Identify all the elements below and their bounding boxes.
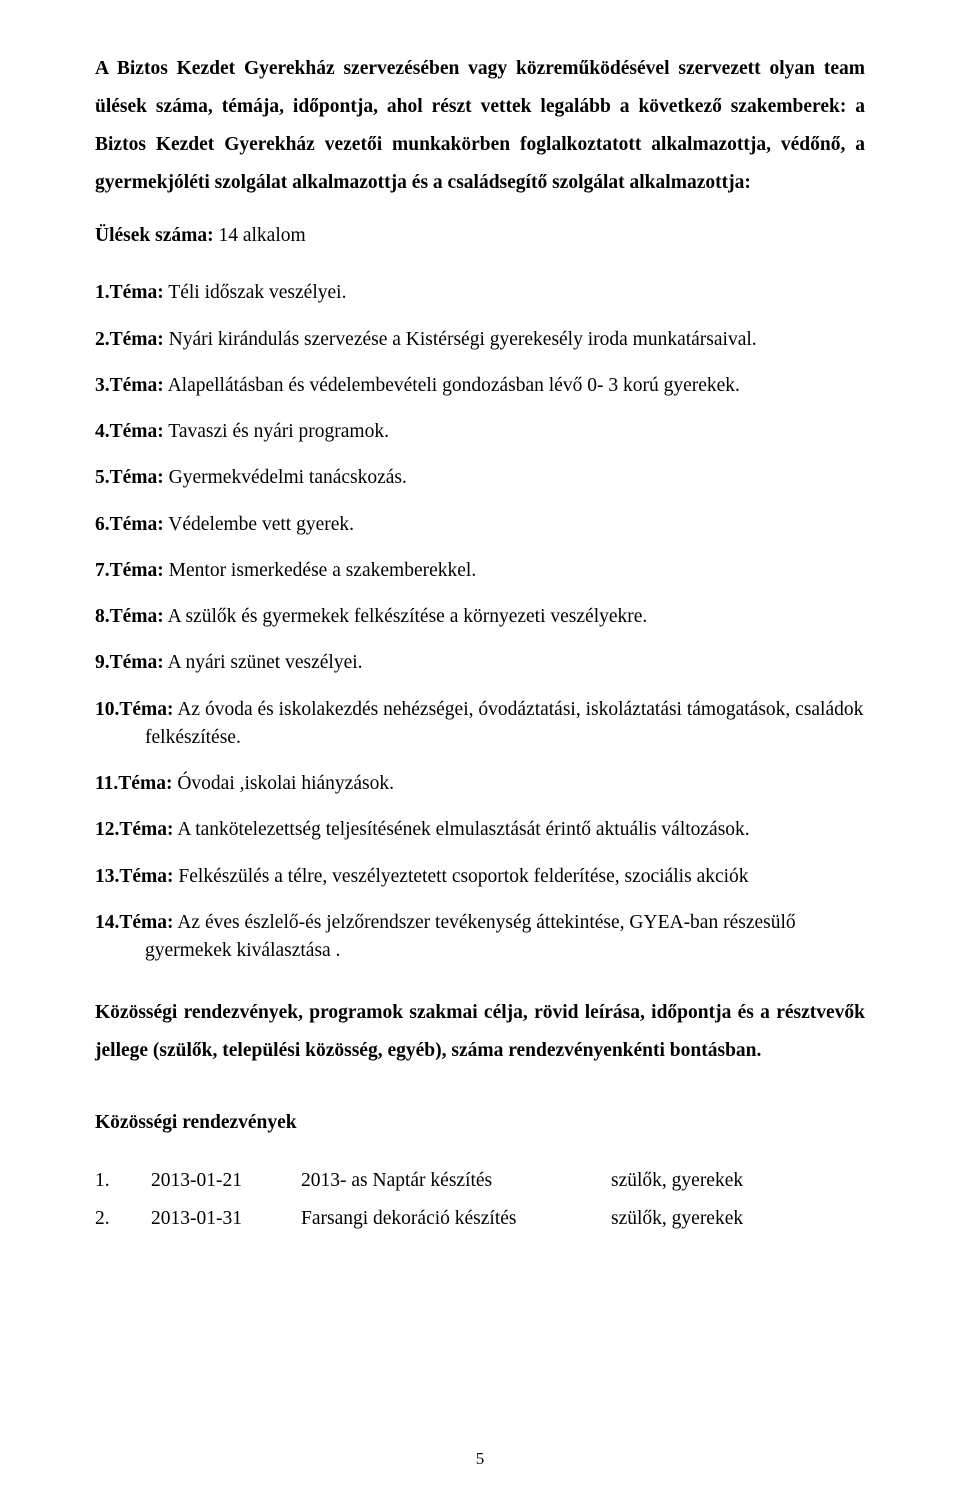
topic-text: Alapellátásban és védelembevételi gondoz… [164, 375, 740, 396]
page-number: 5 [0, 1449, 960, 1469]
topic-text: Gyermekvédelmi tanácskozás. [164, 467, 407, 488]
event-number: 2. [95, 1200, 151, 1238]
topic-item: 6.Téma: Védelembe vett gyerek. [95, 511, 865, 539]
topic-number: 12.Téma: [95, 819, 174, 840]
topic-item: 2.Téma: Nyári kirándulás szervezése a Ki… [95, 326, 865, 354]
event-description: 2013- as Naptár készítés [301, 1162, 611, 1200]
topic-text: A nyári szünet veszélyei. [164, 652, 363, 673]
topic-number: 4.Téma: [95, 421, 164, 442]
topic-item: 7.Téma: Mentor ismerkedése a szakemberek… [95, 557, 865, 585]
topic-item: 12.Téma: A tankötelezettség teljesítésén… [95, 816, 865, 844]
topic-text: Védelembe vett gyerek. [164, 514, 354, 535]
event-date: 2013-01-21 [151, 1162, 301, 1200]
event-participants: szülők, gyerekek [611, 1162, 865, 1200]
event-row: 1.2013-01-212013- as Naptár készítésszül… [95, 1162, 865, 1200]
topic-number: 8.Téma: [95, 606, 164, 627]
event-list: 1.2013-01-212013- as Naptár készítésszül… [95, 1162, 865, 1238]
topic-text: A tankötelezettség teljesítésének elmula… [174, 819, 750, 840]
topic-number: 5.Téma: [95, 467, 164, 488]
topic-text: Óvodai ,iskolai hiányzások. [172, 773, 394, 794]
document-page: A Biztos Kezdet Gyerekház szervezésében … [0, 0, 960, 1499]
topic-item: 1.Téma: Téli időszak veszélyei. [95, 279, 865, 307]
event-row: 2.2013-01-31Farsangi dekoráció készítéss… [95, 1200, 865, 1238]
event-participants: szülők, gyerekek [611, 1200, 865, 1238]
community-heading: Közösségi rendezvények, programok szakma… [95, 994, 865, 1070]
topic-item: 8.Téma: A szülők és gyermekek felkészíté… [95, 603, 865, 631]
topic-text: Az éves észlelő-és jelzőrendszer tevéken… [145, 912, 796, 961]
sessions-count: Ülések száma: 14 alkalom [95, 220, 865, 251]
topic-number: 3.Téma: [95, 375, 164, 396]
sessions-label: Ülések száma: [95, 225, 214, 246]
topic-number: 11.Téma: [95, 773, 172, 794]
topic-text: Téli időszak veszélyei. [164, 282, 347, 303]
topic-item: 11.Téma: Óvodai ,iskolai hiányzások. [95, 770, 865, 798]
sessions-value: 14 alkalom [214, 225, 306, 246]
topic-number: 6.Téma: [95, 514, 164, 535]
intro-paragraph: A Biztos Kezdet Gyerekház szervezésében … [95, 50, 865, 202]
topic-text: Mentor ismerkedése a szakemberekkel. [164, 560, 476, 581]
topic-item: 5.Téma: Gyermekvédelmi tanácskozás. [95, 464, 865, 492]
topic-text: Felkészülés a télre, veszélyeztetett cso… [174, 866, 749, 887]
event-date: 2013-01-31 [151, 1200, 301, 1238]
topic-text: A szülők és gyermekek felkészítése a kör… [164, 606, 648, 627]
topic-number: 13.Téma: [95, 866, 174, 887]
topic-item: 14.Téma: Az éves észlelő-és jelzőrendsze… [95, 909, 865, 966]
community-subheading: Közösségi rendezvények [95, 1112, 865, 1134]
topic-item: 13.Téma: Felkészülés a télre, veszélyezt… [95, 863, 865, 891]
topic-number: 9.Téma: [95, 652, 164, 673]
event-description: Farsangi dekoráció készítés [301, 1200, 611, 1238]
topic-text: Nyári kirándulás szervezése a Kistérségi… [164, 329, 757, 350]
topic-item: 9.Téma: A nyári szünet veszélyei. [95, 649, 865, 677]
topic-number: 10.Téma: [95, 699, 174, 720]
topic-number: 7.Téma: [95, 560, 164, 581]
topic-item: 3.Téma: Alapellátásban és védelembevétel… [95, 372, 865, 400]
topic-item: 4.Téma: Tavaszi és nyári programok. [95, 418, 865, 446]
topic-number: 1.Téma: [95, 282, 164, 303]
topic-text: Tavaszi és nyári programok. [164, 421, 389, 442]
topic-number: 2.Téma: [95, 329, 164, 350]
topic-number: 14.Téma: [95, 912, 174, 933]
topic-list: 1.Téma: Téli időszak veszélyei. 2.Téma: N… [95, 279, 865, 965]
topic-item: 10.Téma: Az óvoda és iskolakezdés nehézs… [95, 696, 865, 753]
topic-text: Az óvoda és iskolakezdés nehézségei, óvo… [145, 699, 863, 748]
event-number: 1. [95, 1162, 151, 1200]
